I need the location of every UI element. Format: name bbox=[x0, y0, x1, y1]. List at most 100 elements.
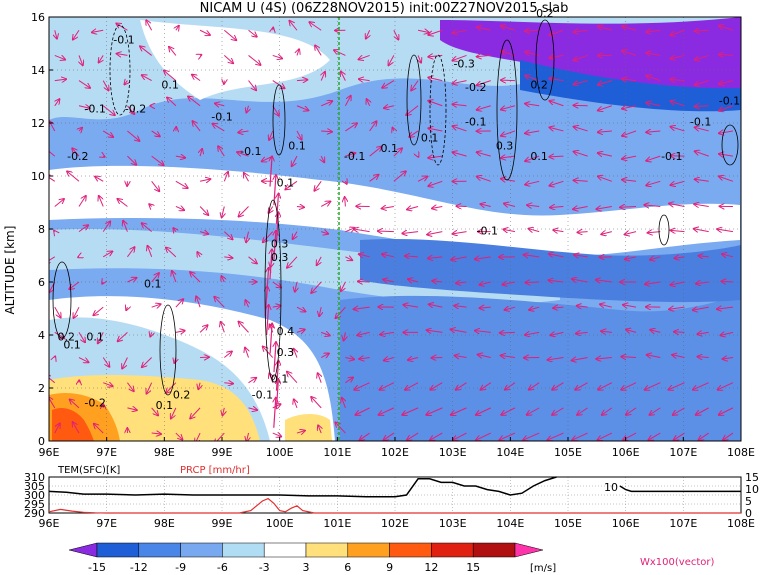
wind-vector bbox=[598, 153, 612, 156]
wind-vector bbox=[199, 325, 207, 333]
wind-vector bbox=[598, 80, 612, 85]
wind-vector bbox=[296, 105, 308, 111]
contour-ring bbox=[406, 54, 422, 146]
wind-vector bbox=[574, 255, 588, 257]
wind-vector bbox=[102, 282, 103, 284]
wind-vector bbox=[601, 232, 612, 235]
wind-vector bbox=[620, 206, 637, 207]
contour-ring bbox=[658, 214, 670, 246]
wind-vector bbox=[453, 30, 467, 33]
wind-vector bbox=[67, 171, 80, 182]
wind-vector bbox=[574, 54, 588, 60]
contour-label: 0.2 bbox=[173, 389, 191, 402]
wind-vector bbox=[453, 232, 467, 234]
wind-vector bbox=[392, 128, 393, 131]
wind-vector bbox=[296, 130, 302, 140]
wind-vector bbox=[626, 407, 637, 415]
wind-vector bbox=[166, 248, 177, 258]
wind-vector bbox=[405, 256, 419, 257]
wind-vector bbox=[525, 104, 540, 106]
wind-vector bbox=[175, 206, 184, 210]
wind-vector bbox=[405, 382, 419, 390]
wind-vector bbox=[479, 282, 491, 285]
wind-vector bbox=[98, 332, 104, 343]
wind-vector bbox=[190, 407, 201, 419]
wind-vector bbox=[382, 80, 395, 88]
precipitation-line bbox=[48, 497, 741, 514]
wind-vector bbox=[695, 80, 709, 85]
wind-vector bbox=[480, 204, 491, 206]
contour-label: 0.1 bbox=[63, 338, 81, 351]
wind-vector bbox=[102, 130, 113, 137]
colorbar-extend-low bbox=[68, 542, 98, 558]
colorbar-label: 9 bbox=[386, 561, 393, 574]
wind-vector bbox=[248, 55, 261, 65]
wind-vector bbox=[78, 106, 90, 108]
wind-vector bbox=[695, 30, 709, 31]
wind-vector bbox=[552, 382, 564, 390]
x-tick-label: 108E bbox=[727, 446, 755, 459]
wind-vector bbox=[529, 307, 540, 310]
wind-vector bbox=[190, 272, 201, 283]
wind-vector bbox=[577, 407, 588, 415]
wind-vector bbox=[427, 330, 443, 332]
wind-vector bbox=[477, 80, 491, 86]
lower-left-tick-label: 310 bbox=[24, 471, 45, 484]
wind-vector bbox=[645, 282, 661, 284]
contour-label: 0.2 bbox=[58, 330, 76, 343]
wind-vector bbox=[602, 407, 613, 415]
wind-vector bbox=[646, 103, 661, 106]
contour-ring bbox=[496, 39, 518, 181]
lower-right-tick-label: 15 bbox=[745, 471, 759, 484]
wind-vector bbox=[382, 206, 394, 208]
wind-vector bbox=[407, 206, 419, 209]
wind-vector bbox=[102, 357, 109, 367]
contour-ring bbox=[535, 19, 555, 101]
wind-vector bbox=[314, 181, 322, 190]
wind-vector bbox=[451, 329, 467, 332]
wind-vector bbox=[295, 281, 297, 292]
wind-vector bbox=[548, 358, 564, 360]
wind-vector bbox=[451, 257, 467, 260]
wind-vector bbox=[223, 29, 236, 40]
wind-vector bbox=[54, 231, 55, 232]
wind-vector bbox=[719, 81, 734, 84]
wind-vector bbox=[166, 382, 177, 393]
lower-left-tick-label: 295 bbox=[24, 498, 45, 511]
wind-vector bbox=[501, 156, 516, 158]
wind-vector bbox=[150, 332, 151, 336]
wind-vector bbox=[411, 80, 419, 91]
wind-vector bbox=[223, 55, 233, 63]
wind-vector bbox=[525, 181, 540, 184]
wind-vector bbox=[238, 131, 249, 133]
wind-vector bbox=[673, 407, 685, 415]
wind-vector bbox=[598, 131, 612, 132]
y-tick-label: 2 bbox=[38, 382, 45, 395]
wind-vector bbox=[428, 29, 443, 35]
wind-vector bbox=[500, 332, 515, 333]
x-tick-label: 101E bbox=[323, 446, 351, 459]
wind-vector bbox=[296, 431, 305, 433]
wind-vector bbox=[669, 307, 685, 309]
wind-vector-strong bbox=[274, 342, 276, 373]
colorbar-label: 3 bbox=[303, 561, 310, 574]
wind-vector-strong bbox=[267, 305, 269, 336]
wind-vector bbox=[142, 75, 152, 82]
wind-vector bbox=[525, 131, 540, 133]
wind-vector bbox=[221, 322, 225, 333]
colorbar-segment bbox=[472, 542, 516, 558]
contour-label: -0.2 bbox=[125, 102, 146, 115]
wind-vector bbox=[239, 322, 249, 333]
wind-vector bbox=[73, 29, 80, 39]
wind-vector bbox=[476, 432, 491, 440]
wind-vector bbox=[247, 432, 249, 441]
wind-vector bbox=[525, 30, 540, 31]
wind-vector bbox=[171, 407, 177, 419]
wind-vector bbox=[454, 306, 467, 308]
wind-vector bbox=[670, 180, 685, 185]
temperature-line bbox=[48, 476, 557, 498]
wind-vector bbox=[223, 351, 232, 358]
wind-vector bbox=[670, 127, 685, 132]
wind-vector bbox=[646, 180, 661, 185]
lower-x-tick-label: 102E bbox=[381, 517, 409, 530]
